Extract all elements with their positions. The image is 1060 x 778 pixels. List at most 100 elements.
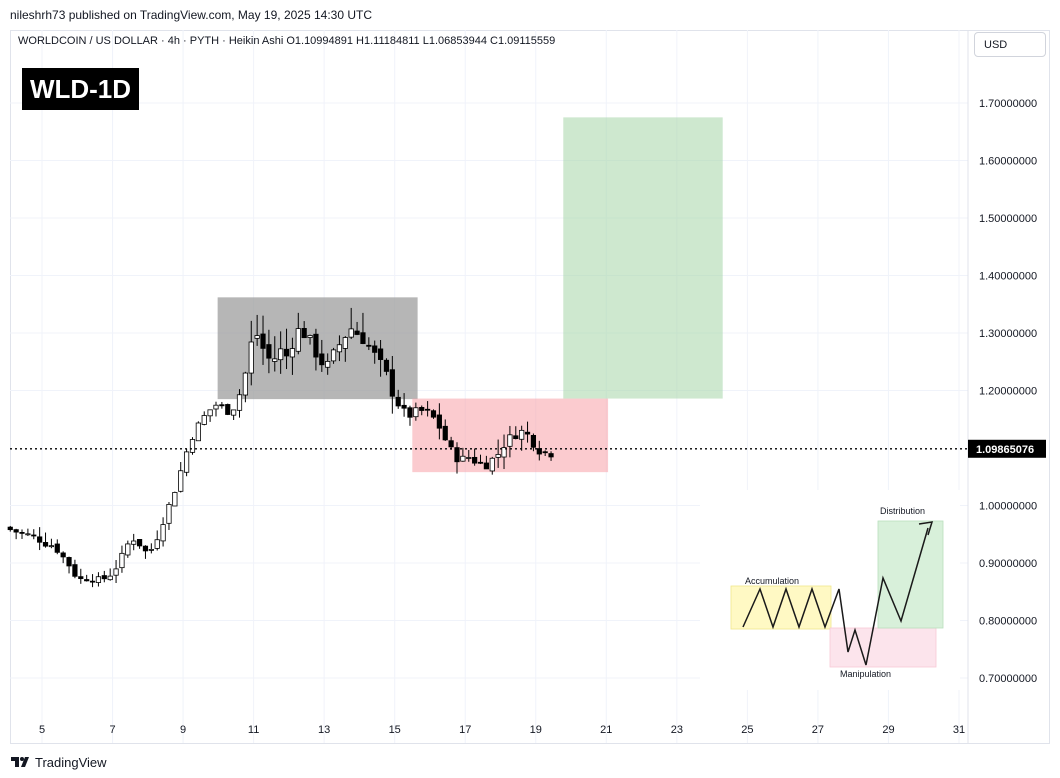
- x-tick-label: 19: [530, 724, 542, 736]
- candle-bull: [48, 545, 55, 548]
- currency-button[interactable]: USD: [974, 32, 1046, 57]
- candle-bull: [166, 503, 172, 524]
- candle-bear: [84, 579, 90, 582]
- candle-bull: [125, 543, 131, 556]
- candle-bull: [460, 455, 466, 462]
- x-tick-label: 15: [389, 724, 401, 736]
- candle-bear: [89, 580, 96, 583]
- candle-bull: [178, 470, 184, 492]
- candle-bear: [389, 369, 395, 397]
- candle-bull: [25, 533, 31, 536]
- tradingview-brand[interactable]: TradingView: [35, 754, 107, 770]
- schematic-label-distribution: Distribution: [880, 506, 925, 516]
- candle-bull: [131, 540, 137, 545]
- candle-bull: [119, 552, 125, 569]
- timeframe-badge: WLD-1D: [22, 68, 139, 110]
- x-tick-label: 25: [741, 724, 753, 736]
- candle-bull: [172, 492, 178, 507]
- candle-bear: [319, 353, 325, 366]
- candle-bear: [383, 359, 390, 372]
- x-tick-label: 23: [671, 724, 683, 736]
- candle-bull: [95, 576, 102, 583]
- candle-bull: [307, 335, 313, 338]
- y-tick-label: 1.70000000: [979, 98, 1037, 110]
- candle-bear: [542, 451, 548, 454]
- footer: TradingView: [10, 750, 107, 774]
- candle-bull: [231, 409, 237, 416]
- candle-bear: [472, 456, 478, 464]
- candle-bear: [354, 330, 360, 335]
- candle-bear: [395, 396, 401, 407]
- chart-frame: [10, 30, 1050, 744]
- x-tick-label: 29: [882, 724, 894, 736]
- candle-bull: [413, 407, 419, 418]
- candle-bear: [536, 448, 542, 455]
- x-tick-label: 7: [109, 724, 115, 736]
- candle-bull: [330, 349, 337, 362]
- candle-bear: [72, 564, 78, 577]
- candle-bull: [236, 394, 243, 411]
- x-tick-label: 17: [459, 724, 471, 736]
- zone-layer: [217, 117, 723, 473]
- candle-bear: [448, 440, 454, 448]
- candle-bear: [31, 534, 37, 537]
- candle-bear: [219, 404, 225, 407]
- current-price-tag: [968, 439, 1046, 458]
- candle-bear: [101, 575, 107, 580]
- candle-bull: [213, 404, 219, 410]
- x-axis: 5 7 9 11 13 15 17 19 21 23 25 27 29 31: [39, 724, 965, 736]
- candle-bear: [225, 404, 231, 415]
- candle-bull: [113, 568, 119, 576]
- y-tick-label: 1.30000000: [979, 328, 1037, 340]
- candle-bull: [201, 415, 207, 425]
- x-tick-label: 11: [248, 724, 259, 736]
- y-tick-label: 1.00000000: [979, 501, 1037, 513]
- candle-bull: [507, 434, 513, 447]
- y-axis: 1.09865076 1.70000000 1.60000000 1.50000000…: [967, 30, 1046, 743]
- candle-bear: [19, 531, 25, 534]
- candle-bear: [60, 552, 66, 558]
- candle-bull: [501, 447, 507, 458]
- candle-bear: [37, 536, 43, 543]
- candle-bull: [189, 439, 196, 453]
- candle-bear: [454, 447, 460, 463]
- candle-bull: [272, 358, 278, 362]
- distribution-box: [877, 520, 944, 629]
- schematic-label-manipulation: Manipulation: [840, 669, 891, 679]
- candle-bull: [160, 524, 166, 542]
- candle-bull: [195, 422, 201, 442]
- candle-bear: [313, 333, 319, 358]
- candle-bear: [513, 435, 519, 440]
- x-tick-label: 31: [953, 724, 965, 736]
- y-tick-label: 1.20000000: [979, 386, 1037, 398]
- amd-path: [742, 527, 929, 666]
- candle-bear: [78, 576, 84, 579]
- candle-bear: [430, 410, 437, 418]
- candle-bull: [348, 328, 354, 338]
- candle-bear: [530, 434, 537, 448]
- candle-bear: [266, 344, 272, 359]
- candle-bear: [366, 344, 372, 347]
- amd-arrowhead: [918, 521, 934, 536]
- amd-schematic: Accumulation Manipulation Distribution: [700, 490, 960, 690]
- candle-bear: [419, 407, 425, 411]
- candle-bear: [442, 425, 448, 441]
- candle-bear: [377, 348, 384, 360]
- candle-bear: [483, 462, 489, 470]
- candle-bear: [477, 461, 484, 464]
- candle-bear: [260, 333, 266, 349]
- x-tick-label: 9: [180, 724, 186, 736]
- candle-bull: [489, 457, 495, 472]
- candle-bear: [524, 431, 531, 435]
- x-tick-label: 5: [39, 724, 45, 736]
- candle-bear: [548, 453, 554, 458]
- candle-bear: [436, 414, 442, 429]
- candle-bear: [360, 332, 366, 344]
- candle-bear: [283, 348, 290, 357]
- symbol-legend: WORLDCOIN / US DOLLAR · 4h · PYTH · Heik…: [18, 35, 556, 47]
- candle-bull: [248, 341, 254, 374]
- y-tick-label: 1.60000000: [979, 156, 1037, 168]
- candle-bull: [495, 454, 501, 458]
- candle-bull: [519, 429, 525, 440]
